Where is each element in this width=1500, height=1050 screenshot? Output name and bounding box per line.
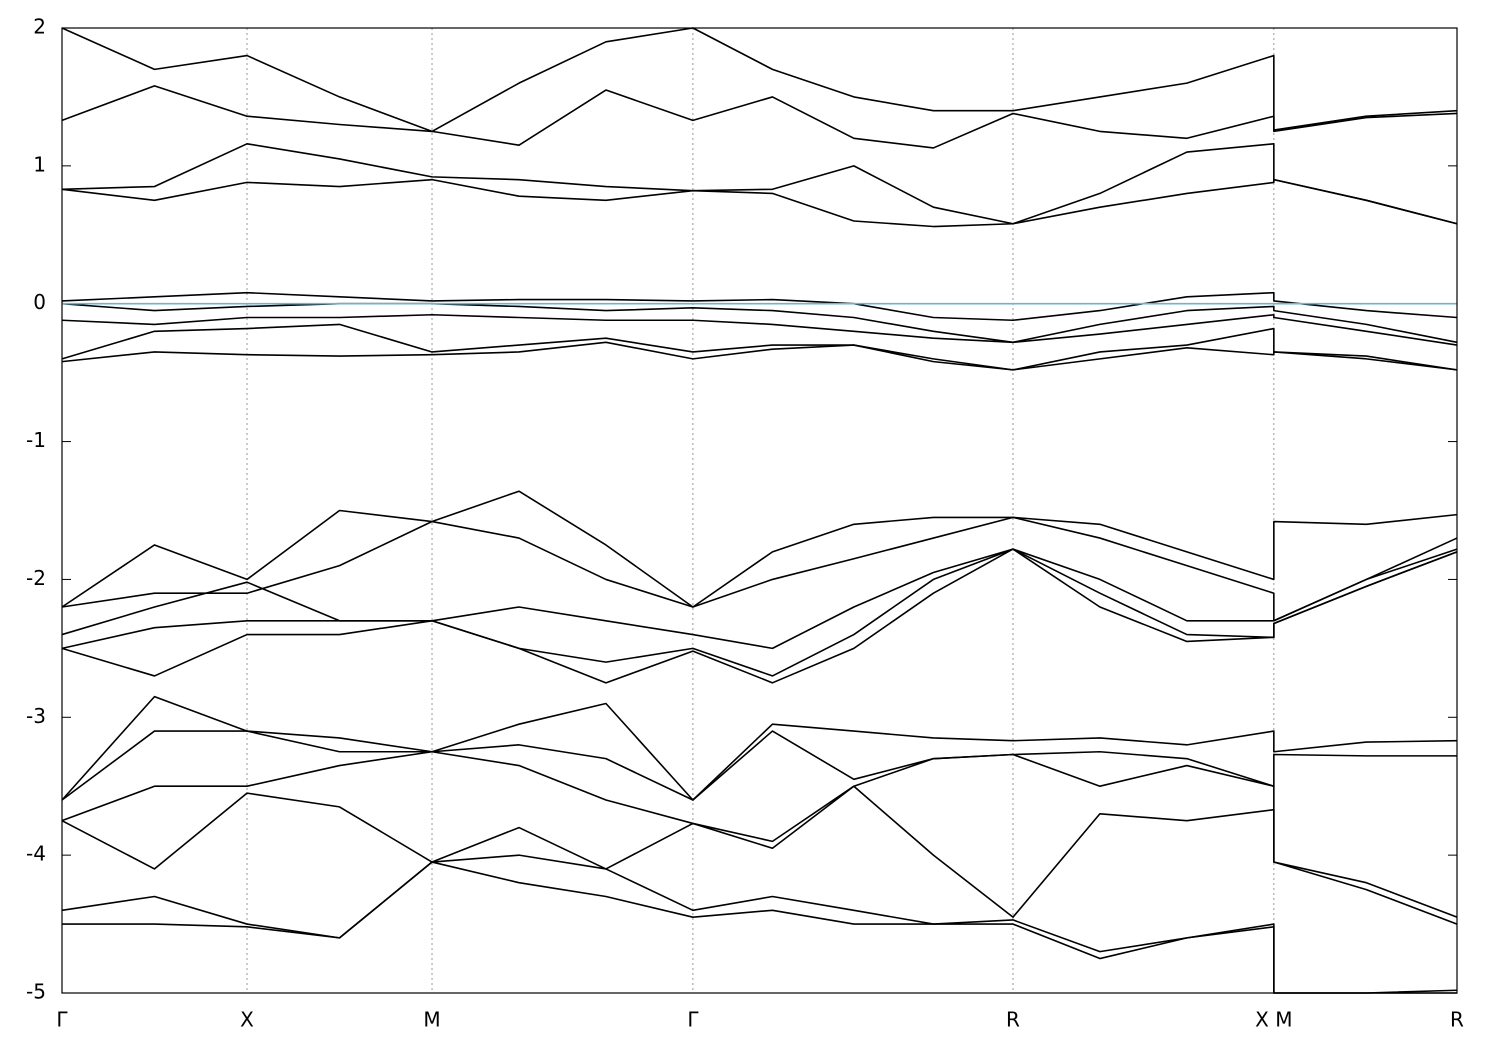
band-line xyxy=(61,695,1457,801)
band-line xyxy=(61,702,1458,801)
band-line xyxy=(61,178,1458,228)
x-tick-label: Γ xyxy=(687,1008,699,1032)
plot-frame xyxy=(61,27,1458,994)
x-tick-label: R xyxy=(1450,1008,1464,1032)
band-line xyxy=(61,27,1458,133)
band-line xyxy=(61,313,1458,346)
band-line xyxy=(61,785,1458,925)
y-tick-label: -3 xyxy=(26,704,46,728)
y-tick-label: -4 xyxy=(26,842,46,866)
y-tick-label: -2 xyxy=(26,566,46,590)
band-line xyxy=(61,548,1458,650)
band-line xyxy=(61,548,1458,684)
y-tick-label: -1 xyxy=(26,428,46,452)
band-line xyxy=(61,291,1458,322)
x-tick-label: M xyxy=(423,1008,440,1032)
y-tick-label: 1 xyxy=(33,152,46,176)
band-line xyxy=(61,516,1458,622)
x-tick-label: R xyxy=(1006,1008,1020,1032)
y-tick-label: 2 xyxy=(33,15,46,39)
band-line xyxy=(61,323,1458,371)
x-tick-label: Γ xyxy=(56,1008,68,1032)
band-line xyxy=(61,341,1458,371)
band-line xyxy=(61,143,1458,225)
band-line xyxy=(62,861,1458,994)
band-line xyxy=(61,490,1458,608)
y-tick-label: -5 xyxy=(26,980,46,1004)
y-tick-label: 0 xyxy=(33,290,46,314)
x-tick-label: X M xyxy=(1255,1008,1292,1032)
band-line xyxy=(61,750,1458,918)
x-tick-label: X xyxy=(240,1008,254,1032)
